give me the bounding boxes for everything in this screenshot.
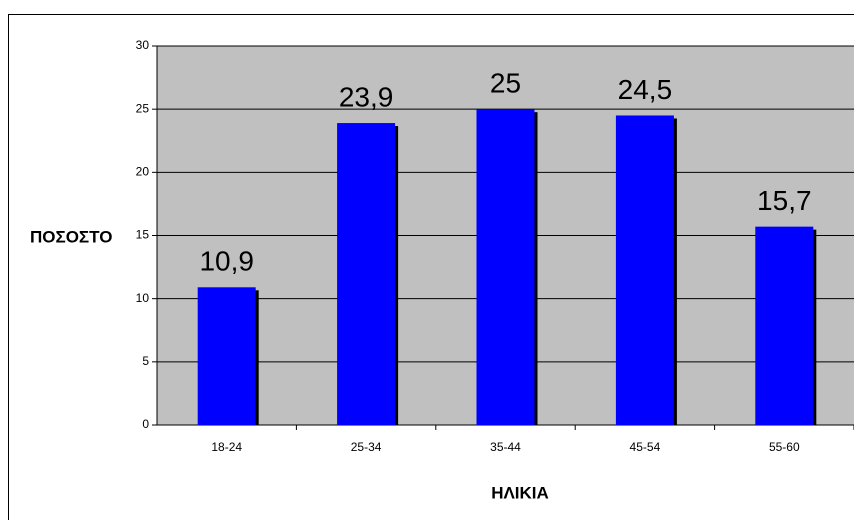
x-tick-label: 25-34	[351, 440, 382, 454]
y-tick-label: 0	[142, 417, 149, 431]
data-label: 25	[490, 68, 521, 99]
y-tick-label: 30	[136, 38, 150, 52]
data-label: 10,9	[199, 246, 254, 277]
x-tick-label: 18-24	[211, 440, 242, 454]
data-label: 23,9	[339, 81, 394, 112]
x-axis-label: ΗΛΙΚΙΑ	[491, 483, 549, 502]
x-tick-label: 55-60	[769, 440, 800, 454]
y-tick-label: 25	[136, 101, 150, 115]
y-tick-label: 10	[136, 291, 150, 305]
x-tick-label: 45-54	[630, 440, 661, 454]
bar	[755, 226, 814, 425]
y-tick-label: 15	[136, 228, 150, 242]
y-tick-label: 20	[136, 165, 150, 179]
bar	[615, 115, 674, 425]
bar	[476, 109, 535, 426]
y-tick-label: 5	[142, 354, 149, 368]
data-label: 15,7	[757, 185, 812, 216]
bar	[197, 287, 256, 425]
data-label: 24,5	[618, 74, 673, 105]
y-axis-label: ΠΟΣΟΣΤΟ	[30, 227, 112, 246]
x-tick-label: 35-44	[490, 440, 521, 454]
bar	[337, 123, 396, 426]
